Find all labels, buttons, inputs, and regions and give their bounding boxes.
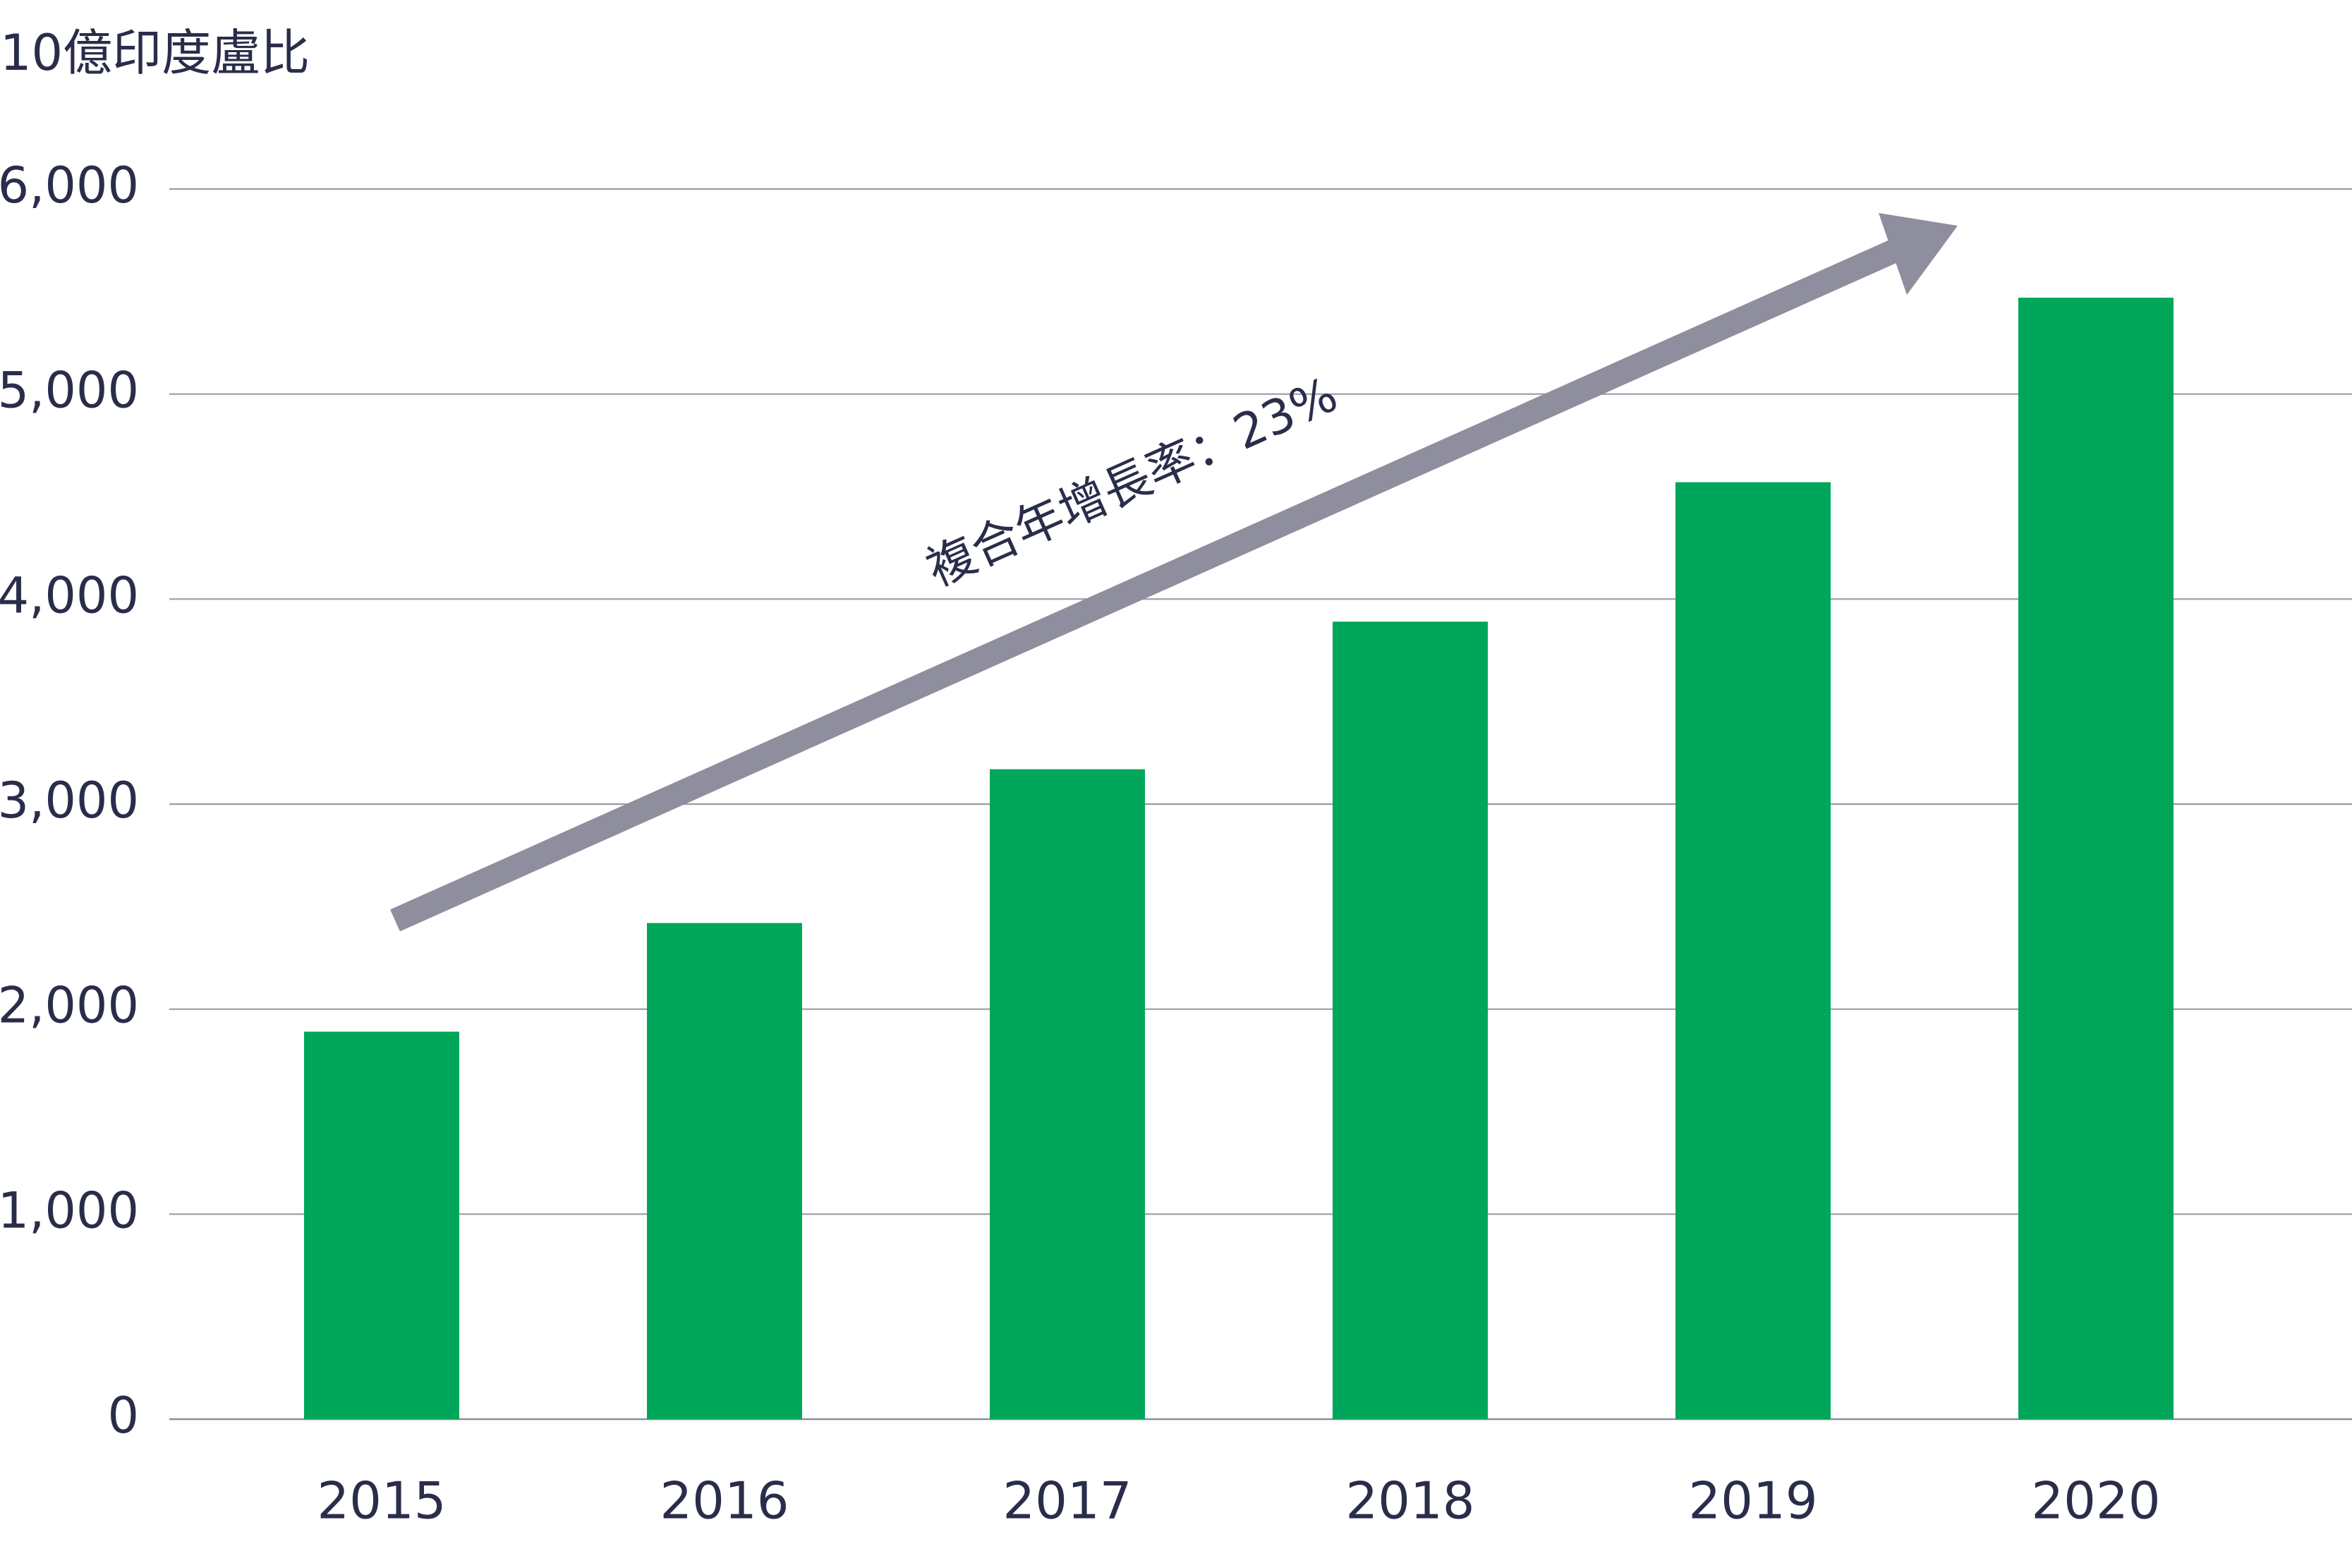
x-tick-label-2017: 2017: [1002, 1471, 1132, 1531]
y-tick-label: 4,000: [0, 566, 139, 624]
y-tick-label: 5,000: [0, 362, 139, 420]
y-axis-unit-label: 10億印度盧比: [0, 24, 310, 82]
y-tick-label: 3,000: [0, 772, 139, 829]
y-tick-label: 1,000: [0, 1181, 139, 1239]
x-tick-label-2019: 2019: [1688, 1471, 1817, 1531]
x-axis-labels: 2015 2016 2017 2018 2019 2020: [317, 1471, 2160, 1531]
x-tick-label-2015: 2015: [317, 1471, 446, 1531]
x-tick-label-2016: 2016: [660, 1471, 789, 1531]
bars-layer: [304, 298, 2174, 1419]
x-tick-label-2018: 2018: [1345, 1471, 1474, 1531]
bar-2016: [647, 923, 802, 1419]
x-tick-label-2020: 2020: [2031, 1471, 2160, 1531]
growth-rate-annotation: 複合年增長率：23%: [919, 367, 1345, 597]
grid-layer: [169, 188, 2352, 1421]
y-tick-label: 2,000: [0, 977, 139, 1035]
bar-2015: [304, 1031, 459, 1419]
growth-arrow-shaft: [390, 229, 1924, 932]
bar-2018: [1333, 621, 1488, 1419]
bar-2019: [1675, 482, 1831, 1419]
y-tick-label: 0: [107, 1387, 139, 1445]
bar-2020: [2018, 298, 2174, 1419]
bar-2017: [990, 769, 1145, 1419]
growth-arrow-head: [1879, 213, 1958, 295]
y-axis-labels: 0 1,000 2,000 3,000 4,000 5,000 6,000: [0, 157, 139, 1445]
y-tick-label: 6,000: [0, 157, 139, 214]
